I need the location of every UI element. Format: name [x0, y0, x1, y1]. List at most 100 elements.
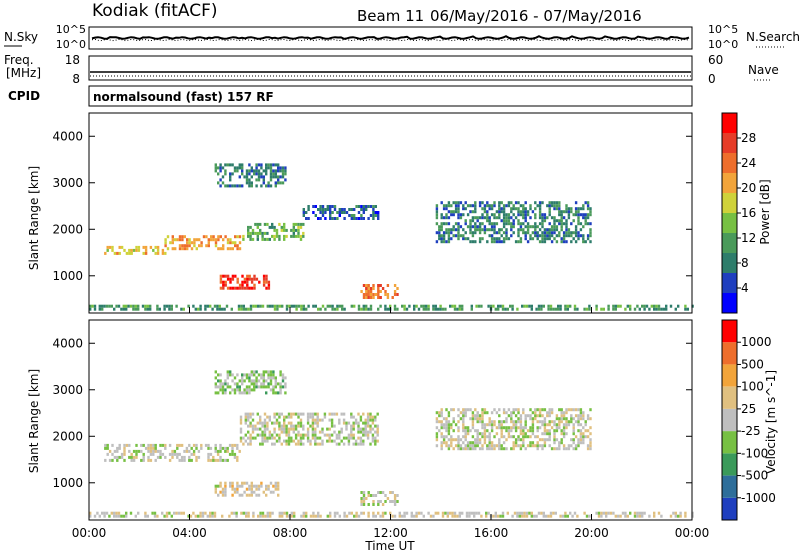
- data-cell: [464, 432, 467, 436]
- data-cell: [245, 307, 248, 311]
- data-cell: [464, 237, 467, 241]
- data-cell: [566, 514, 569, 518]
- data-cell: [228, 443, 232, 447]
- data-cell: [543, 237, 547, 241]
- y-tick-label: 4000: [52, 336, 83, 350]
- data-cell: [283, 418, 286, 422]
- data-cell: [365, 304, 368, 308]
- data-cell: [555, 228, 559, 232]
- data-cell: [531, 426, 535, 430]
- data-cell: [219, 388, 222, 392]
- data-cell: [447, 426, 451, 430]
- data-cell: [262, 169, 265, 173]
- data-cell: [188, 443, 191, 447]
- data-cell: [224, 169, 227, 173]
- data-cell: [278, 433, 281, 437]
- data-cell: [442, 426, 446, 430]
- data-cell: [458, 304, 461, 308]
- data-cell: [207, 452, 210, 456]
- data-cell: [221, 514, 224, 518]
- data-cell: [502, 231, 506, 235]
- data-cell: [137, 245, 141, 249]
- data-cell: [384, 494, 387, 497]
- data-cell: [481, 423, 484, 427]
- data-cell: [302, 412, 305, 416]
- cpid-bar: [88, 85, 693, 107]
- data-cell: [377, 296, 380, 299]
- data-cell: [453, 511, 457, 515]
- data-cell: [470, 307, 473, 311]
- data-cell: [541, 423, 544, 427]
- data-cell: [577, 438, 580, 442]
- data-cell: [459, 216, 463, 220]
- data-cell: [505, 219, 508, 223]
- data-cell: [234, 235, 237, 239]
- data-cell: [263, 430, 267, 434]
- colorbar-segment: [722, 113, 737, 133]
- data-cell: [154, 443, 157, 447]
- data-cell: [284, 376, 287, 380]
- data-cell: [474, 222, 477, 226]
- data-cell: [362, 284, 366, 287]
- y-tick-label: 2000: [52, 222, 83, 236]
- data-cell: [500, 201, 503, 205]
- data-cell: [369, 418, 372, 422]
- colorbar-segment: [722, 408, 737, 432]
- data-cell: [343, 511, 346, 515]
- data-cell: [340, 412, 343, 416]
- data-cell: [405, 511, 409, 515]
- data-cell: [531, 237, 535, 241]
- data-cell: [278, 427, 281, 431]
- data-cell: [156, 251, 160, 255]
- data-cell: [352, 415, 355, 419]
- data-cell: [422, 514, 425, 518]
- data-cell: [514, 216, 518, 220]
- data-cell: [120, 307, 123, 311]
- data-cell: [550, 225, 554, 229]
- data-cell: [273, 234, 276, 238]
- data-cell: [495, 216, 499, 220]
- data-cell: [595, 304, 598, 308]
- data-cell: [514, 207, 518, 211]
- data-cell: [243, 391, 246, 395]
- data-cell: [466, 432, 470, 436]
- data-cell: [485, 511, 488, 515]
- data-cell: [277, 175, 280, 179]
- data-cell: [577, 210, 580, 214]
- data-cell: [577, 423, 580, 427]
- data-cell: [535, 307, 538, 311]
- data-cell: [502, 210, 506, 214]
- data-cell: [224, 163, 227, 167]
- data-cell: [442, 423, 446, 427]
- data-cell: [547, 514, 550, 518]
- data-cell: [517, 207, 520, 211]
- data-cell: [442, 417, 446, 421]
- data-cell: [279, 370, 282, 374]
- data-cell: [573, 307, 577, 311]
- data-cell: [362, 217, 365, 220]
- data-cell: [384, 307, 387, 311]
- data-cell: [221, 391, 225, 395]
- data-cell: [348, 208, 351, 211]
- data-cell: [432, 514, 435, 518]
- data-cell: [311, 421, 315, 425]
- data-cell: [246, 277, 249, 281]
- data-cell: [500, 228, 503, 232]
- data-cell: [446, 511, 449, 515]
- data-cell: [483, 207, 487, 211]
- data-cell: [323, 412, 327, 416]
- data-cell: [442, 222, 446, 226]
- data-cell: [242, 237, 245, 241]
- data-cell: [263, 421, 267, 425]
- data-cell: [224, 172, 227, 176]
- data-cell: [176, 455, 179, 459]
- data-cell: [502, 441, 506, 445]
- data-cell: [253, 490, 256, 494]
- colorbar-tick-label: -1000: [741, 491, 776, 505]
- data-cell: [440, 234, 443, 238]
- data-cell: [180, 455, 184, 459]
- data-cell: [229, 391, 232, 395]
- data-cell: [149, 443, 153, 447]
- data-cell: [559, 307, 562, 311]
